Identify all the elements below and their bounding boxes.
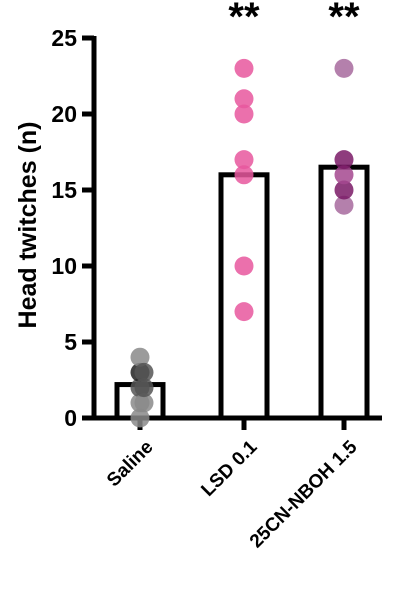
data-point — [234, 165, 254, 185]
data-point — [134, 378, 154, 398]
y-tick-label: 5 — [64, 329, 77, 355]
data-point — [130, 408, 150, 428]
y-tick-label: 25 — [51, 25, 77, 51]
y-tick-label: 15 — [51, 177, 77, 203]
data-point — [334, 150, 354, 170]
significance-marker-2: ** — [228, 0, 260, 39]
data-point — [334, 165, 354, 185]
data-point — [134, 362, 154, 382]
data-point — [334, 195, 354, 215]
x-tick-label: Saline — [103, 437, 157, 491]
data-point — [334, 180, 354, 200]
y-tick-label: 0 — [64, 405, 77, 431]
x-tick-label: 25CN-NBOH 1.5 — [246, 436, 362, 552]
y-tick-label: 20 — [51, 101, 77, 127]
y-axis-label: Head twitches (n) — [14, 122, 42, 329]
data-point — [234, 58, 254, 78]
data-point — [234, 256, 254, 276]
significance-marker-3: ** — [328, 0, 360, 39]
data-point — [130, 347, 150, 367]
data-point — [234, 104, 254, 124]
data-point — [234, 150, 254, 170]
data-point — [134, 393, 154, 413]
data-point — [334, 58, 354, 78]
data-point — [234, 89, 254, 109]
x-tick-label: LSD 0.1 — [197, 436, 261, 500]
bar-2 — [218, 172, 270, 421]
data-point — [234, 302, 254, 322]
y-tick-label: 10 — [51, 253, 77, 279]
